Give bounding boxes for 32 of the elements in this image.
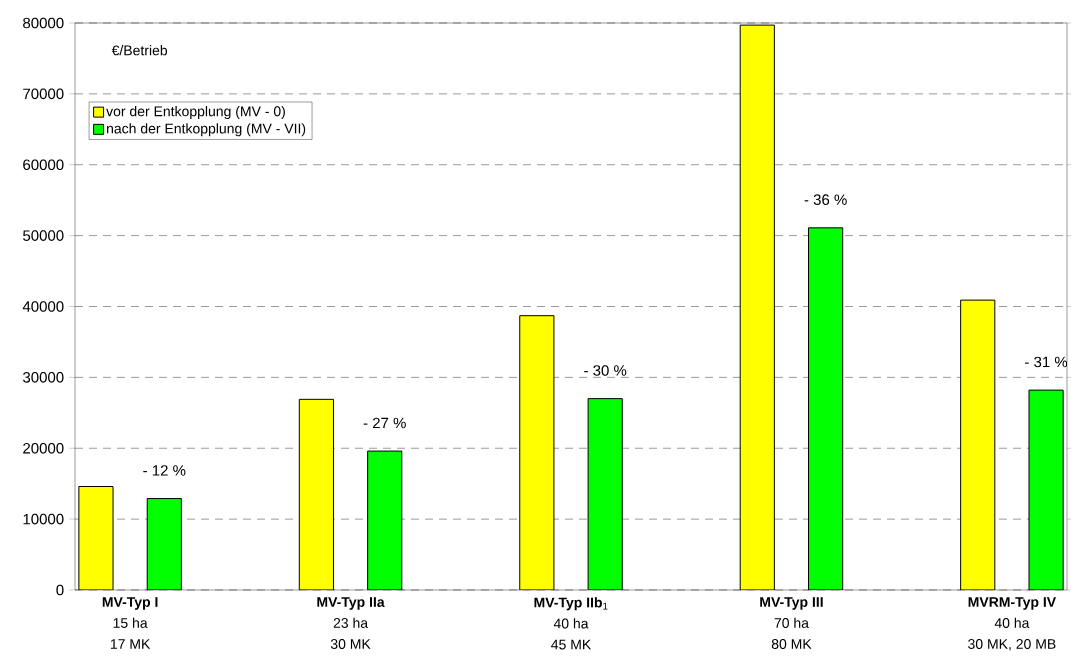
bar — [808, 227, 844, 590]
annotation: - 27 % — [363, 417, 406, 429]
bar — [367, 450, 403, 590]
bar — [960, 299, 996, 590]
x-tick-label: MVRM-Typ IV 40 ha 30 MK, 20 MB — [968, 597, 1057, 651]
annotation: - 31 % — [1025, 356, 1068, 368]
y-tick-label: 10000 — [23, 513, 64, 525]
y-tick-label: 30000 — [23, 372, 64, 383]
bar — [146, 498, 182, 590]
y-tick-label: 50000 — [23, 230, 64, 241]
x-tick-label: MV-Typ III 70 ha 80 MK — [760, 597, 823, 649]
category-label: MV-Typ IIb$_{1}$ 40 ha 45 MK — [534, 597, 608, 650]
bar — [739, 24, 775, 590]
x-tick-label: MV-Typ I 15 ha 17 MK — [102, 597, 158, 649]
annotation: - 36 % — [804, 194, 847, 205]
y-tick-label: 70000 — [23, 88, 64, 100]
annotation: - 30 % — [584, 365, 627, 376]
legend-label: vor der Entkopplung (MV - 0) — [106, 106, 285, 120]
x-tick-label: MV-Typ IIa 23 ha 30 MK — [317, 597, 385, 649]
bar — [519, 315, 555, 590]
annotation: - 12 % — [143, 465, 186, 476]
y-tick-label: 0 — [56, 584, 64, 596]
legend-label: nach der Entkopplung (MV - VII) — [107, 123, 306, 137]
bar — [587, 398, 623, 590]
y-tick-label: 40000 — [22, 301, 64, 312]
bar — [1028, 389, 1064, 590]
y-tick-label: 80000 — [23, 17, 64, 29]
y-tick-label: 60000 — [23, 159, 64, 171]
y-tick-label: 20000 — [23, 442, 64, 454]
y-axis-title: €/Betrieb — [111, 45, 168, 56]
bar — [298, 398, 334, 590]
bar — [78, 486, 114, 590]
